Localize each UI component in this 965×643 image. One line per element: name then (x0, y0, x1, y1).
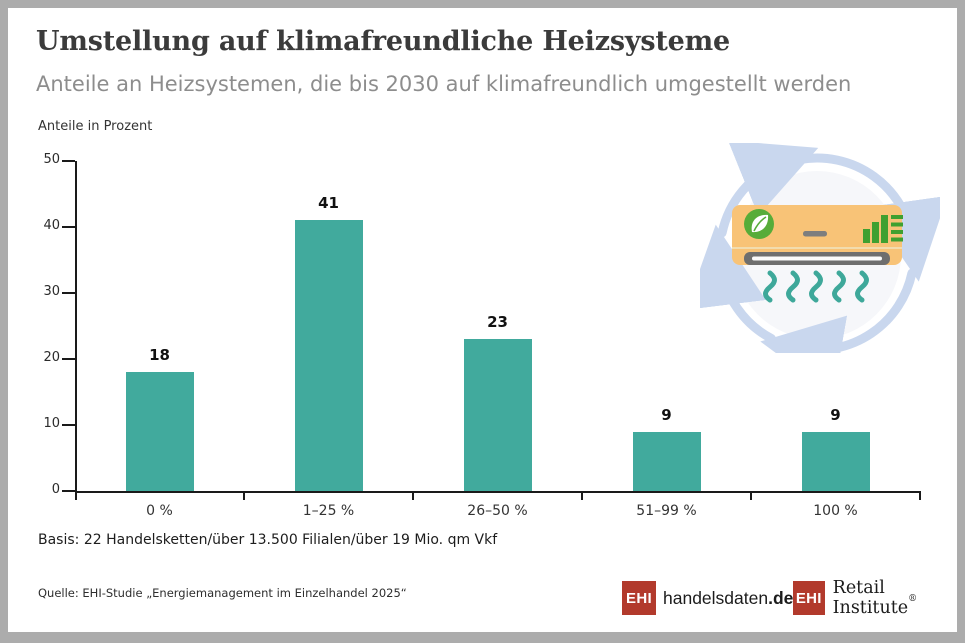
display-slot (803, 231, 827, 237)
x-category-label: 0 % (146, 503, 173, 519)
y-axis-unit-label: Anteile in Prozent (38, 119, 153, 134)
y-tick-label: 10 (43, 416, 60, 431)
y-tick-label: 50 (43, 152, 60, 167)
logo-retail-institute-label: Retail Institute® (832, 578, 918, 618)
x-tick-mark (412, 491, 414, 500)
x-tick-mark (581, 491, 583, 500)
y-tick-mark (62, 292, 75, 294)
page-title: Umstellung auf klimafreundliche Heizsyst… (36, 26, 730, 57)
bar (463, 339, 532, 491)
bar-value-label: 18 (149, 346, 170, 365)
y-tick-mark (62, 490, 75, 492)
leaf-icon (744, 209, 774, 239)
y-axis (75, 161, 77, 500)
logo-handelsdaten: EHI handelsdaten.de (622, 581, 793, 615)
vent-bar (744, 252, 890, 265)
bar (125, 372, 194, 491)
x-tick-mark (243, 491, 245, 500)
y-tick-mark (62, 424, 75, 426)
x-category-label: 100 % (813, 503, 858, 519)
logo-handelsdaten-label: handelsdaten.de (663, 587, 794, 608)
bar (801, 431, 870, 491)
y-tick-mark (62, 358, 75, 360)
bar-value-label: 23 (487, 313, 508, 332)
x-tick-mark (750, 491, 752, 500)
x-category-label: 26–50 % (467, 503, 528, 519)
page-subtitle: Anteile an Heizsystemen, die bis 2030 au… (36, 72, 852, 96)
recycle-arrows-icon (700, 143, 940, 353)
bar-value-label: 9 (830, 405, 841, 424)
logo-retail-institute: EHI Retail Institute® (793, 578, 965, 618)
bar-value-label: 9 (661, 405, 672, 424)
bar (632, 431, 701, 491)
heat-pump-unit (732, 205, 903, 265)
heat-pump-illustration (700, 143, 940, 353)
source-note: Quelle: EHI-Studie „Energiemanagement im… (38, 586, 407, 600)
x-category-label: 51–99 % (636, 503, 697, 519)
y-tick-mark (62, 160, 75, 162)
x-axis (75, 491, 921, 493)
registered-trademark-icon: ® (908, 594, 918, 604)
x-category-label: 1–25 % (302, 503, 355, 519)
basis-note: Basis: 22 Handelsketten/über 13.500 Fili… (38, 532, 498, 548)
bar (294, 220, 363, 491)
heat-waves-icon (763, 270, 869, 303)
y-tick-label: 30 (43, 284, 60, 299)
y-tick-label: 40 (43, 218, 60, 233)
x-tick-mark (919, 491, 921, 500)
y-tick-label: 20 (43, 350, 60, 365)
y-tick-label: 0 (51, 482, 60, 497)
ehi-logo-box: EHI (793, 581, 825, 615)
efficiency-bars-icon (863, 215, 903, 243)
y-tick-mark (62, 226, 75, 228)
bar-value-label: 41 (318, 194, 339, 213)
ehi-logo-box: EHI (622, 581, 656, 615)
